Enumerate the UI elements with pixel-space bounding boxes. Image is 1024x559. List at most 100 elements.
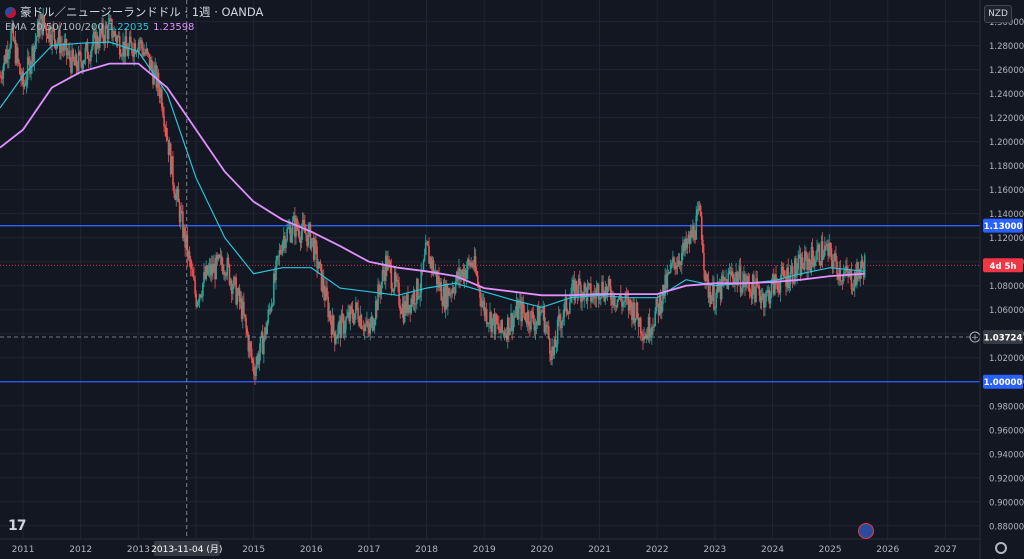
candle-body: [97, 45, 100, 48]
symbol-flag-icon: [5, 6, 16, 18]
candle-body: [831, 260, 834, 269]
candle-body: [511, 313, 513, 331]
candle-body: [196, 301, 199, 307]
candle-body: [841, 280, 844, 282]
candle-body: [569, 302, 571, 314]
x-tick-label: 2012: [69, 545, 92, 555]
candle-body: [850, 270, 853, 289]
candle-body: [836, 261, 838, 274]
candle-body: [127, 46, 130, 56]
candle-body: [381, 270, 384, 283]
candle-body: [8, 53, 10, 60]
candle-body: [176, 188, 179, 194]
candle-body: [774, 274, 776, 295]
candle-body: [38, 21, 40, 37]
candle-body: [862, 266, 865, 278]
candle-body: [161, 89, 163, 108]
candle-body: [749, 291, 752, 293]
candle-body: [863, 255, 866, 278]
candle-body: [741, 280, 744, 293]
candle-body: [581, 292, 583, 302]
candle-body: [576, 290, 579, 295]
candle-body: [67, 50, 70, 55]
candle-body: [430, 257, 433, 269]
candle-body: [193, 276, 195, 280]
candle-body: [406, 294, 408, 313]
candle-body: [634, 318, 637, 323]
candle-body: [631, 306, 633, 320]
candle-body: [776, 283, 778, 285]
candle-body: [648, 316, 651, 338]
candle-body: [390, 266, 393, 289]
candle-body: [353, 312, 356, 324]
candle-body: [271, 304, 274, 306]
candle-body: [612, 293, 614, 306]
candle-body: [122, 41, 124, 56]
candle-body: [724, 277, 726, 281]
settings-gear-icon[interactable]: [995, 542, 1007, 554]
candle-body: [175, 193, 178, 200]
candle-body: [794, 258, 796, 284]
time-axis[interactable]: 2011201220132014201520162017201820192020…: [12, 541, 957, 556]
candle-body: [163, 115, 165, 127]
candle-body: [104, 25, 107, 44]
candle-body: [692, 226, 694, 237]
horizontal-lines: [0, 225, 980, 383]
candle-body: [608, 279, 611, 287]
ema-row[interactable]: EMA 20/50/100/200 1.22035 1.23598: [5, 20, 263, 36]
candle-body: [368, 327, 370, 334]
candle-body: [226, 257, 229, 276]
candle-body: [194, 279, 196, 294]
candle-body: [696, 209, 699, 216]
candle-body: [177, 188, 180, 203]
candle-body: [751, 274, 754, 299]
x-tick-label: 2019: [473, 545, 496, 555]
candle-body: [571, 283, 573, 297]
candle-body: [601, 281, 603, 297]
candle-body: [443, 286, 446, 310]
candle-body: [584, 283, 587, 288]
candle-body: [561, 321, 563, 328]
economic-event-icon[interactable]: [858, 523, 874, 539]
y-tick-label: 1.30000: [989, 18, 1024, 28]
candle-body: [285, 240, 287, 249]
candle-body: [143, 52, 145, 56]
candle-body: [651, 326, 653, 336]
candle-body: [500, 320, 502, 333]
candle-body: [616, 299, 619, 307]
candle-body: [184, 227, 186, 248]
candle-body: [529, 325, 531, 330]
candle-body: [250, 348, 253, 360]
candle-body: [477, 275, 479, 285]
upper-line-price-tag: 1.13000: [984, 222, 1023, 232]
candle-body: [400, 310, 403, 314]
candle-body: [62, 47, 64, 51]
candle-body: [664, 274, 666, 297]
tradingview-logo-icon[interactable]: 17: [8, 518, 27, 534]
symbol-row[interactable]: 豪ドル／ニュージーランドドル · 1週 · OANDA: [5, 4, 263, 20]
currency-button[interactable]: NZD: [984, 5, 1012, 23]
candle-body: [516, 301, 519, 320]
candle-body: [423, 255, 426, 261]
candle-body: [276, 256, 278, 261]
candle-body: [485, 308, 488, 324]
candle-body: [18, 59, 20, 64]
candle-body: [0, 75, 2, 79]
candle-body: [413, 292, 416, 305]
candle-body: [473, 256, 476, 268]
candle-body: [308, 224, 311, 229]
candle-body: [105, 25, 108, 28]
candle-body: [759, 295, 762, 303]
candle-body: [202, 283, 204, 297]
candle-body: [495, 314, 498, 324]
candle-body: [49, 27, 51, 42]
candle-body: [445, 283, 448, 307]
candle-body: [806, 255, 808, 271]
candle-body: [661, 304, 663, 313]
candle-body: [525, 320, 528, 324]
candle-body: [284, 235, 286, 249]
candle-body: [725, 279, 727, 281]
candle-body: [448, 288, 450, 296]
candle-body: [121, 55, 123, 57]
